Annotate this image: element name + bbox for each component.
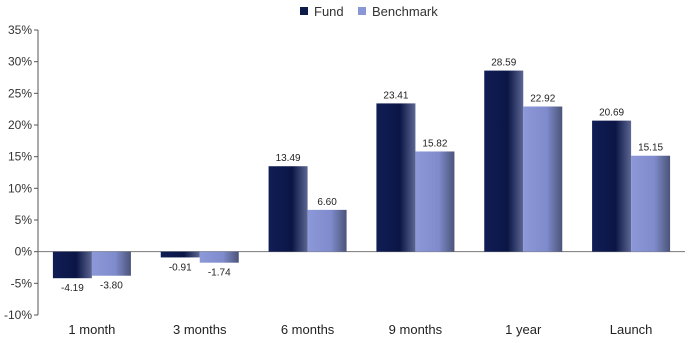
bar-fund-3 <box>376 103 416 252</box>
legend-label-fund: Fund <box>314 4 344 19</box>
x-tick-label: Launch <box>610 322 653 337</box>
y-tick-label: 30% <box>8 55 32 69</box>
legend-swatch-benchmark <box>358 7 366 15</box>
bar-fund-2 <box>268 166 308 252</box>
data-label: 6.60 <box>317 197 337 208</box>
x-tick-label: 1 year <box>505 322 542 337</box>
y-tick-label: 35% <box>8 23 32 37</box>
bar-benchmark-0 <box>91 251 131 276</box>
y-tick-label: 5% <box>15 213 33 227</box>
data-label: 23.41 <box>383 90 408 101</box>
data-label: -1.74 <box>208 268 231 279</box>
bar-benchmark-5 <box>631 155 671 252</box>
data-labels: -4.19 -3.80 -0.91 -1.74 13.49 6.60 23.41 15.82 2… <box>61 58 664 295</box>
bar-benchmark-1 <box>199 251 239 263</box>
data-label: 15.15 <box>638 143 663 154</box>
y-tick-label: 20% <box>8 118 32 132</box>
y-tick-label: 10% <box>8 181 32 195</box>
legend: Fund Benchmark <box>300 4 438 19</box>
y-tick-label: 0% <box>15 245 33 259</box>
bar-fund-4 <box>484 70 524 252</box>
bar-fund-5 <box>592 120 632 252</box>
legend-swatch-fund <box>300 7 308 15</box>
y-tick-label: -10% <box>4 308 32 322</box>
y-tick-label: 25% <box>8 86 32 100</box>
data-label: 15.82 <box>422 138 447 149</box>
bars <box>52 70 671 279</box>
data-label: 20.69 <box>599 108 624 119</box>
x-tick-label: 6 months <box>281 322 335 337</box>
data-label: -3.80 <box>100 281 123 292</box>
data-label: 28.59 <box>491 58 516 69</box>
y-tick-label: -5% <box>11 276 33 290</box>
legend-label-benchmark: Benchmark <box>372 4 438 19</box>
data-label: 22.92 <box>530 94 555 105</box>
bar-fund-1 <box>160 251 200 258</box>
bar-benchmark-2 <box>307 209 347 252</box>
x-tick-label: 9 months <box>389 322 443 337</box>
x-tick-label: 1 month <box>68 322 115 337</box>
bar-fund-0 <box>52 251 92 279</box>
bar-benchmark-3 <box>415 151 455 252</box>
x-tick-label: 3 months <box>173 322 227 337</box>
data-label: -0.91 <box>169 262 192 273</box>
axes: 35% 30% 25% 20% 15% 10% 5% 0% -5% -10% 1 month 3 mo… <box>4 23 685 337</box>
data-label: -4.19 <box>61 283 84 294</box>
data-label: 13.49 <box>276 153 301 164</box>
bar-benchmark-4 <box>523 106 563 252</box>
y-tick-label: 15% <box>8 150 32 164</box>
